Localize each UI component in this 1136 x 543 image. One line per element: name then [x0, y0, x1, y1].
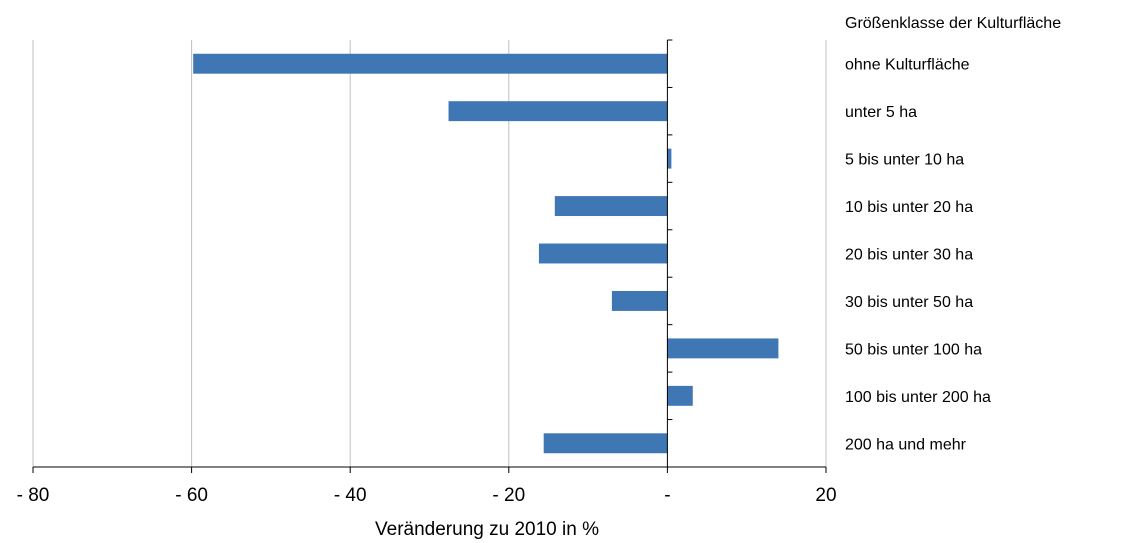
- x-tick-label: - 60: [175, 485, 208, 506]
- category-label: ohne Kulturfläche: [845, 57, 970, 74]
- category-labels: ohne Kulturfläche unter 5 ha 5 bis unter 1…: [845, 57, 991, 454]
- bar: [611, 290, 668, 311]
- x-tick-label: - 20: [492, 485, 525, 506]
- x-axis-title: Veränderung zu 2010 in %: [375, 519, 599, 540]
- x-tick-label: - 80: [17, 485, 50, 506]
- category-label: 10 bis unter 20 ha: [845, 199, 973, 216]
- bar: [543, 433, 668, 454]
- bar: [667, 338, 779, 359]
- x-tick-label: -: [664, 485, 670, 506]
- x-tick-label: - 40: [334, 485, 367, 506]
- category-label: 100 bis unter 200 ha: [845, 389, 991, 406]
- x-tick-label: 20: [815, 485, 836, 506]
- bar: [667, 385, 693, 406]
- bars: [193, 53, 779, 454]
- bar: [448, 101, 668, 122]
- bar: [554, 196, 668, 217]
- bar: [193, 53, 668, 74]
- axes: [32, 39, 827, 473]
- gridlines: [32, 40, 827, 467]
- category-label: unter 5 ha: [845, 104, 917, 121]
- category-label: 200 ha und mehr: [845, 436, 967, 453]
- x-tick-labels: - 80 - 60 - 40 - 20 - 20: [17, 485, 837, 506]
- category-label: 5 bis unter 10 ha: [845, 152, 964, 169]
- category-label: 50 bis unter 100 ha: [845, 341, 982, 358]
- category-label: 20 bis unter 30 ha: [845, 247, 973, 264]
- category-axis-title: Größenklasse der Kulturfläche: [845, 15, 1061, 32]
- bar: [667, 148, 672, 169]
- category-label: 30 bis unter 50 ha: [845, 294, 973, 311]
- bar: [538, 243, 668, 264]
